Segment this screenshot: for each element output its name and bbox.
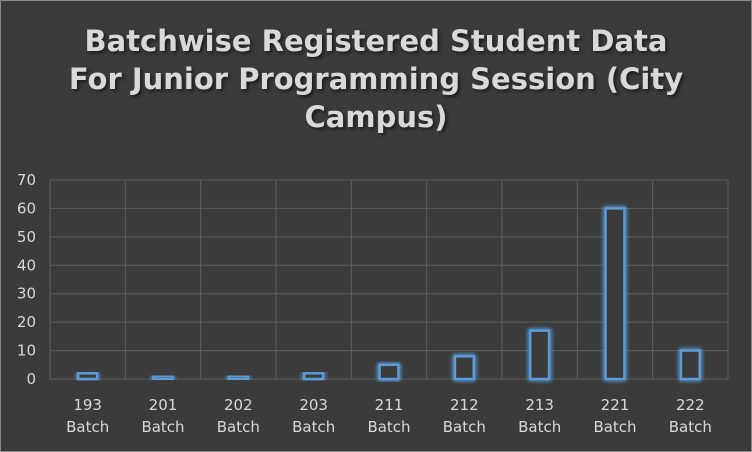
x-tick-label: 201 [149, 396, 178, 414]
x-axis-ticks: 193 Batch 201 Batch 202 Batch 203 Batch 211 Batch… [66, 396, 712, 436]
bar-221 [604, 207, 626, 381]
bar-201 [152, 374, 174, 381]
x-tick-label: 222 [676, 396, 705, 414]
x-tick-label: Batch [593, 418, 636, 436]
x-tick-label: Batch [66, 418, 109, 436]
bar-212 [453, 355, 475, 381]
chart-title-line-1: Batchwise Registered Student Data [84, 24, 668, 58]
x-tick-label: Batch [367, 418, 410, 436]
x-tick-label: 213 [525, 396, 554, 414]
x-tick-label: Batch [443, 418, 486, 436]
bar-213 [529, 329, 551, 381]
x-tick-label: 202 [224, 396, 253, 414]
x-tick-label: 212 [450, 396, 479, 414]
x-tick-label: Batch [292, 418, 335, 436]
gridlines [49, 179, 729, 380]
x-tick-label: Batch [518, 418, 561, 436]
x-tick-label: 193 [73, 396, 102, 414]
bar-202 [227, 374, 250, 381]
x-tick-label: Batch [141, 418, 184, 436]
y-tick-label: 40 [17, 256, 36, 274]
y-tick-label: 70 [17, 171, 36, 189]
bars [77, 207, 702, 381]
x-tick-label: 211 [375, 396, 404, 414]
y-tick-label: 60 [17, 199, 36, 217]
y-tick-label: 50 [17, 228, 36, 246]
y-axis-ticks: 0 10 20 30 40 50 60 70 [17, 171, 36, 388]
chart-title-line-2: For Junior Programming Session (City [68, 62, 684, 96]
chart-title: Batchwise Registered Student Data For Ju… [0, 22, 752, 136]
bar-222 [679, 349, 702, 381]
chart-title-line-3: Campus) [304, 100, 448, 134]
x-tick-label: 203 [299, 396, 328, 414]
x-tick-label: Batch [217, 418, 260, 436]
bar-211 [378, 363, 400, 381]
y-tick-label: 20 [17, 313, 36, 331]
y-tick-label: 30 [17, 285, 36, 303]
x-tick-label: 221 [601, 396, 630, 414]
y-tick-label: 10 [17, 342, 36, 360]
x-tick-label: Batch [669, 418, 712, 436]
bar-193 [77, 372, 99, 381]
bar-203 [303, 372, 325, 381]
y-tick-label: 0 [26, 370, 36, 388]
